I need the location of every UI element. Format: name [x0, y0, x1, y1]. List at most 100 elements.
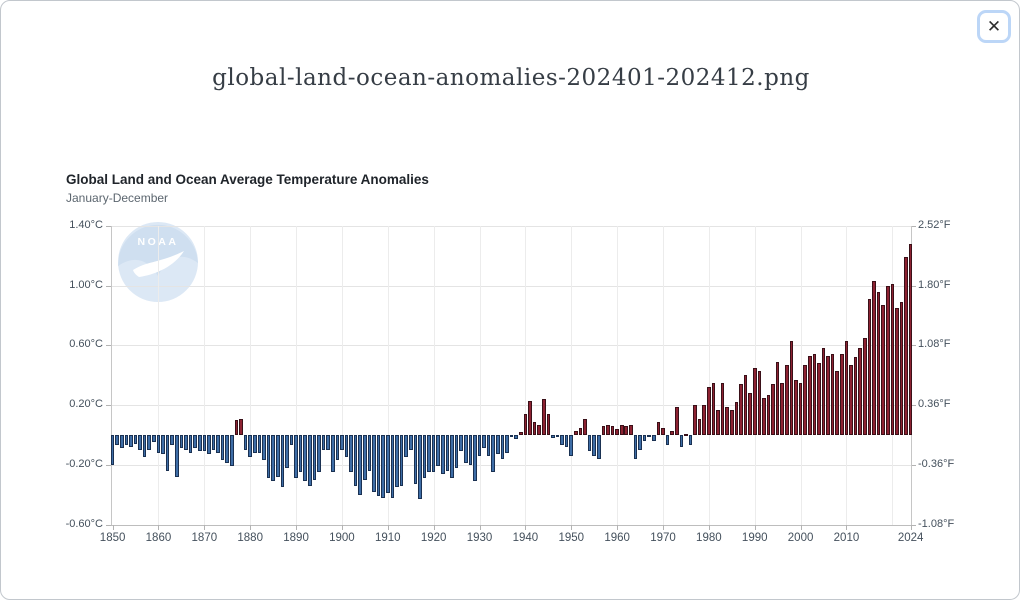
bar-1956: [596, 435, 601, 459]
y-tick-left: [106, 285, 111, 287]
bar-2002: [807, 355, 812, 436]
bar-1950: [569, 435, 574, 456]
bar-2007: [830, 354, 835, 435]
bar-1990: [752, 367, 757, 435]
bar-1994: [771, 384, 775, 435]
y-axis-label-right: 0.36°F: [918, 398, 951, 411]
bar-1942: [532, 421, 537, 435]
y-gridline: [111, 285, 911, 287]
bar-1866: [184, 435, 188, 450]
bar-1879: [243, 435, 248, 450]
bar-2013: [858, 348, 862, 436]
bar-1967: [647, 435, 652, 438]
bar-1963: [629, 424, 633, 435]
bar-1930: [477, 435, 482, 456]
bar-1957: [601, 426, 606, 435]
bar-1927: [463, 435, 468, 464]
x-axis-label: 1860: [145, 532, 172, 544]
bar-1900: [340, 435, 344, 450]
bar-1965: [638, 435, 642, 450]
bar-2019: [885, 285, 890, 436]
bar-1931: [482, 435, 486, 449]
bar-1887: [280, 435, 285, 488]
y-axis-label-left: -0.20°C: [65, 457, 103, 470]
x-tick: [296, 524, 298, 530]
x-axis-label: 1890: [283, 532, 309, 544]
bar-1877: [234, 420, 239, 435]
bar-1910: [385, 435, 390, 494]
x-axis-label: 1980: [696, 532, 722, 544]
bar-1885: [271, 435, 275, 482]
x-axis-label: 2010: [833, 532, 860, 544]
bar-1936: [505, 435, 509, 453]
bar-1864: [175, 435, 179, 477]
bar-1945: [546, 414, 551, 435]
bar-1974: [679, 435, 684, 447]
x-gridline: [204, 226, 206, 525]
y-axis-label-right: 2.52°F: [918, 219, 951, 231]
bar-1894: [312, 435, 317, 480]
x-axis-label: 1880: [237, 532, 263, 544]
bar-1978: [697, 418, 702, 436]
bar-1869: [197, 435, 202, 452]
bar-1888: [285, 435, 289, 468]
bar-1964: [633, 435, 638, 459]
bar-1933: [491, 435, 496, 473]
bar-1973: [674, 406, 679, 435]
bar-1932: [486, 435, 491, 456]
bar-1989: [748, 393, 752, 435]
bar-1939: [519, 432, 523, 436]
bar-1852: [119, 435, 124, 449]
bar-2014: [863, 337, 867, 435]
bar-1976: [688, 435, 693, 446]
bar-1960: [615, 429, 619, 436]
bar-1876: [230, 435, 234, 467]
bar-2003: [812, 354, 817, 435]
x-tick: [112, 524, 114, 530]
y-axis-label-right: 1.08°F: [918, 338, 951, 351]
bar-1966: [642, 435, 647, 441]
bar-1868: [193, 435, 197, 449]
close-button[interactable]: ✕: [977, 10, 1011, 43]
x-axis-label: 1870: [191, 532, 218, 544]
bar-2000: [798, 382, 803, 435]
bar-1944: [541, 399, 546, 436]
x-gridline: [525, 226, 527, 525]
bar-1854: [129, 435, 133, 447]
bar-1984: [725, 406, 729, 435]
bar-1905: [363, 435, 367, 480]
bar-1893: [308, 435, 312, 486]
chart-subtitle: January-December: [66, 191, 169, 205]
x-axis-label: 1990: [741, 532, 768, 544]
bar-1857: [142, 435, 147, 458]
bar-1951: [574, 430, 578, 435]
bar-2012: [853, 357, 858, 435]
bar-1952: [578, 427, 583, 435]
bar-1991: [757, 370, 762, 435]
x-axis-label: 1930: [466, 532, 493, 544]
bar-1971: [665, 435, 670, 446]
y-tick-left: [106, 345, 111, 347]
bar-1913: [399, 435, 404, 486]
y-tick-left: [106, 464, 111, 466]
bar-1998: [789, 340, 794, 435]
bar-1969: [656, 421, 661, 435]
x-gridline: [662, 226, 664, 525]
x-axis-label: 1900: [329, 532, 355, 544]
x-tick: [617, 524, 619, 530]
bar-1892: [303, 435, 308, 482]
x-axis-label: 1940: [512, 532, 539, 544]
bar-1979: [702, 405, 707, 436]
bar-2022: [899, 302, 904, 436]
bar-1867: [188, 435, 193, 453]
bar-1918: [422, 435, 427, 479]
bar-2015: [867, 299, 872, 436]
bar-2010: [844, 340, 849, 435]
x-axis-label: 1970: [650, 532, 676, 544]
bar-1908: [376, 435, 381, 497]
bar-1856: [138, 435, 142, 450]
x-tick: [708, 524, 710, 530]
bar-1995: [775, 361, 780, 436]
bar-1870: [202, 435, 207, 452]
